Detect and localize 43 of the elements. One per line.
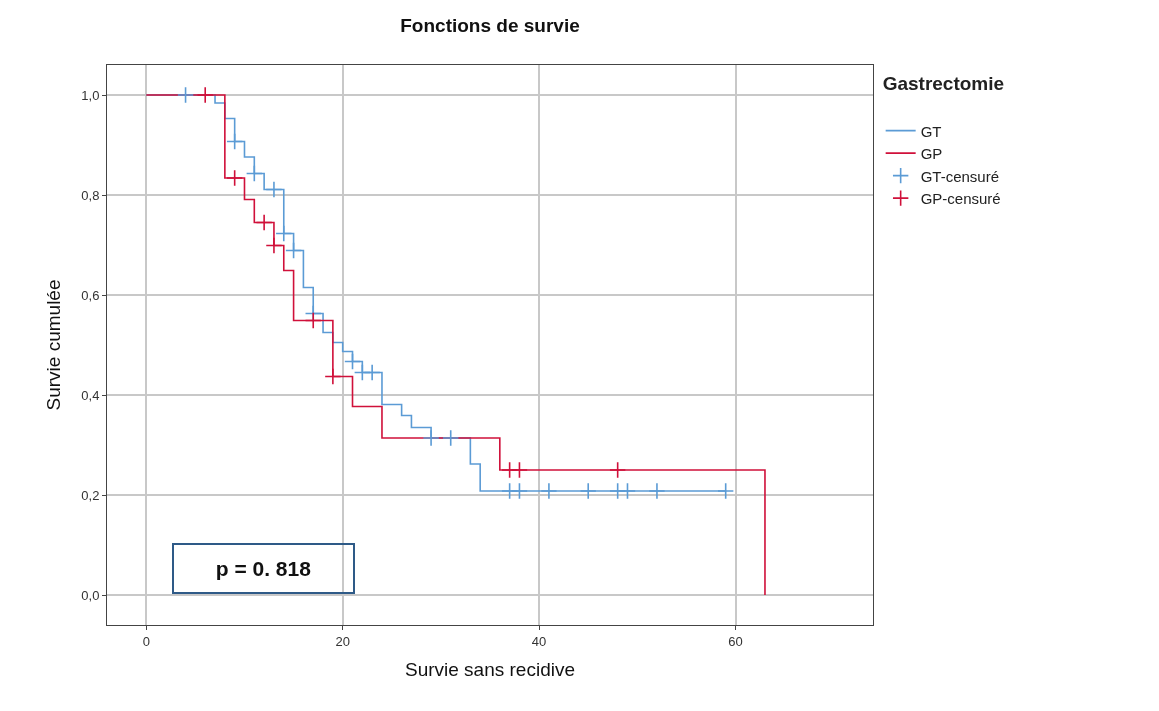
y-axis-title: Survie cumulée bbox=[43, 279, 65, 411]
legend-label: GP-censuré bbox=[920, 190, 1001, 207]
y-tick-label: 0,6 bbox=[81, 287, 100, 303]
point bbox=[717, 482, 735, 500]
annotation: p = 0. 818 bbox=[215, 557, 312, 580]
point bbox=[540, 482, 558, 500]
point bbox=[196, 86, 214, 104]
legend-label: GT-censuré bbox=[920, 167, 1000, 185]
point bbox=[265, 237, 283, 254]
point bbox=[442, 429, 460, 447]
x-tick-label: 40 bbox=[531, 633, 547, 649]
y-tick-label: 1,0 bbox=[81, 87, 100, 103]
point bbox=[344, 353, 362, 370]
point bbox=[510, 461, 528, 479]
point bbox=[226, 169, 244, 187]
point bbox=[579, 482, 597, 500]
y-tick-label: 0,4 bbox=[81, 387, 100, 403]
y-tick-label: 0,2 bbox=[81, 487, 100, 503]
x-tick-label: 0 bbox=[142, 633, 150, 649]
point bbox=[422, 429, 440, 447]
legend-label: GP bbox=[920, 145, 943, 162]
point bbox=[226, 133, 244, 150]
x-axis-title: Survie sans recidive bbox=[404, 659, 576, 681]
point bbox=[510, 482, 528, 500]
x-tick-label: 60 bbox=[728, 633, 743, 649]
legend-label: GT bbox=[920, 122, 942, 140]
x-tick-label: 20 bbox=[335, 633, 350, 649]
point bbox=[324, 368, 342, 385]
point bbox=[618, 482, 636, 500]
point bbox=[245, 165, 263, 182]
legend-title: Gastrectomie bbox=[882, 72, 1005, 94]
point bbox=[177, 86, 195, 104]
point bbox=[285, 242, 303, 259]
point bbox=[265, 181, 283, 198]
chart-title: Fonctions de survie bbox=[400, 14, 580, 36]
y-tick-label: 0,8 bbox=[81, 187, 100, 203]
point bbox=[609, 461, 627, 479]
point bbox=[648, 482, 666, 500]
point bbox=[255, 214, 273, 231]
point bbox=[304, 312, 322, 329]
point bbox=[363, 364, 381, 381]
point bbox=[275, 225, 293, 242]
y-tick-label: 0,0 bbox=[81, 587, 100, 603]
